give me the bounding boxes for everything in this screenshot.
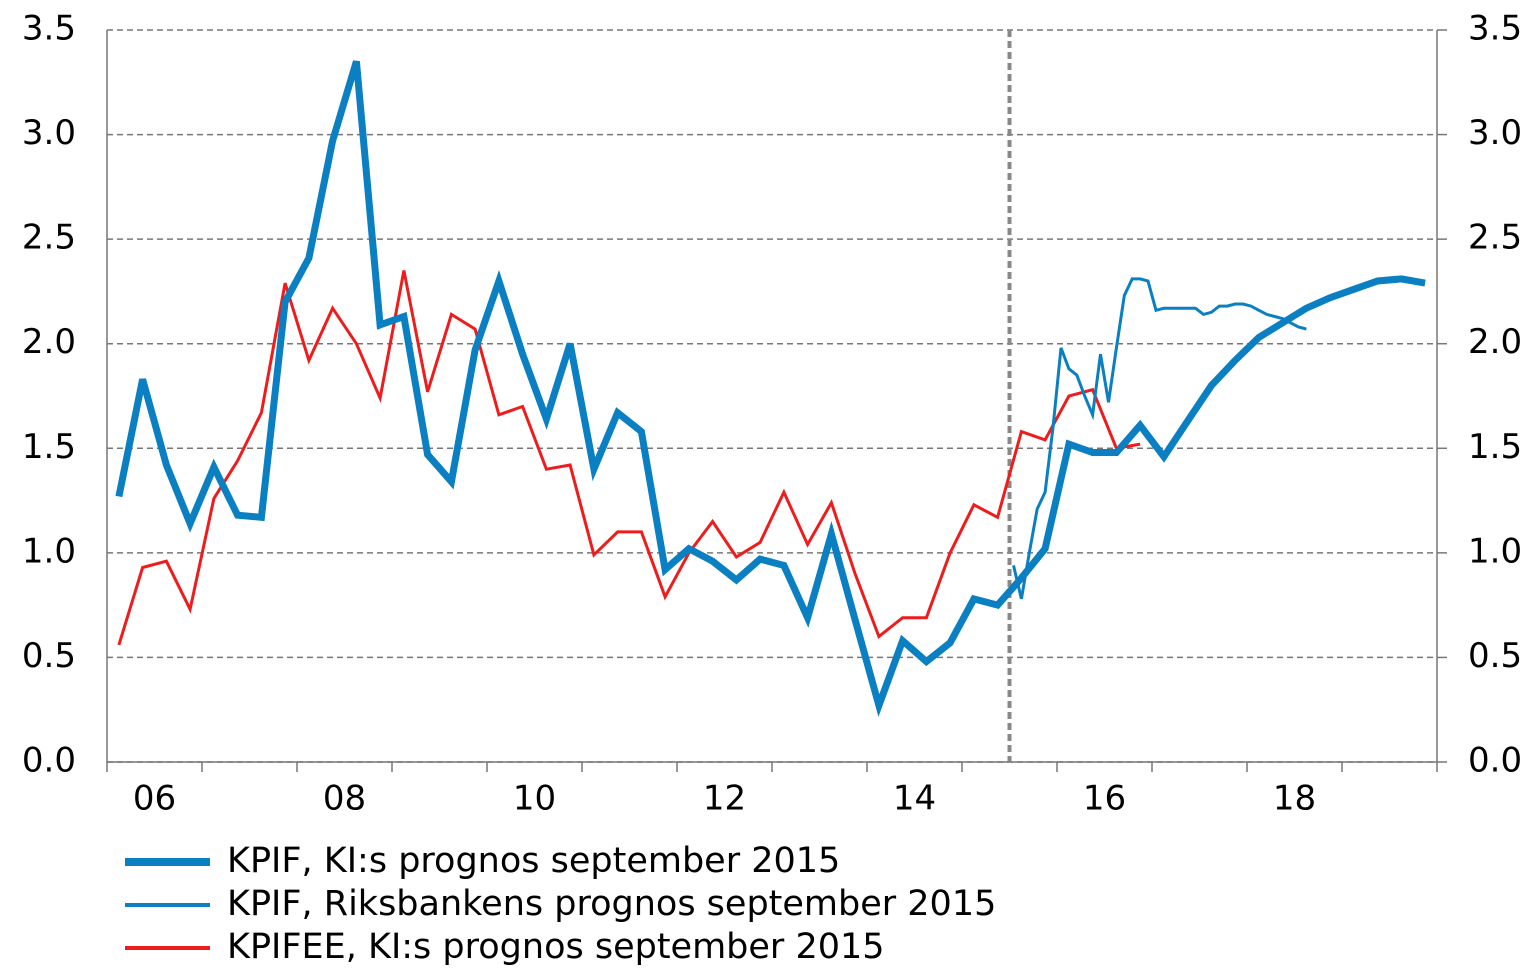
x-tick-label: 10 bbox=[513, 779, 556, 819]
y-tick-label: 1.5 bbox=[22, 427, 76, 467]
x-tick-label: 06 bbox=[133, 779, 176, 819]
x-tick-label: 12 bbox=[703, 779, 746, 819]
y2-tick-label: 0.5 bbox=[1468, 636, 1522, 676]
x-tick-label: 18 bbox=[1273, 779, 1316, 819]
y2-tick-label: 2.0 bbox=[1468, 322, 1522, 362]
x-tick-label: 08 bbox=[323, 779, 366, 819]
legend-label: KPIFEE, KI:s prognos september 2015 bbox=[227, 927, 885, 967]
y2-tick-label: 1.5 bbox=[1468, 427, 1522, 467]
y2-tick-label: 3.5 bbox=[1468, 9, 1522, 49]
series-line bbox=[117, 270, 1141, 646]
y2-tick-label: 1.0 bbox=[1468, 531, 1522, 571]
y-tick-label: 2.5 bbox=[22, 218, 76, 258]
y-tick-label: 1.0 bbox=[22, 531, 76, 571]
y2-tick-label: 2.5 bbox=[1468, 218, 1522, 258]
y-tick-label: 2.0 bbox=[22, 322, 76, 362]
legend-label: KPIF, Riksbankens prognos september 2015 bbox=[227, 884, 996, 924]
y-tick-label: 0.5 bbox=[22, 636, 76, 676]
series-line bbox=[115, 60, 1426, 717]
y-tick-label: 3.0 bbox=[22, 113, 76, 153]
y-tick-label: 0.0 bbox=[22, 741, 76, 781]
x-tick-label: 16 bbox=[1083, 779, 1126, 819]
legend-label: KPIF, KI:s prognos september 2015 bbox=[227, 841, 840, 881]
x-tick-label: 14 bbox=[893, 779, 936, 819]
y2-tick-label: 0.0 bbox=[1468, 741, 1522, 781]
y2-tick-label: 3.0 bbox=[1468, 113, 1522, 153]
series-line bbox=[1012, 277, 1307, 600]
y-tick-label: 3.5 bbox=[22, 9, 76, 49]
